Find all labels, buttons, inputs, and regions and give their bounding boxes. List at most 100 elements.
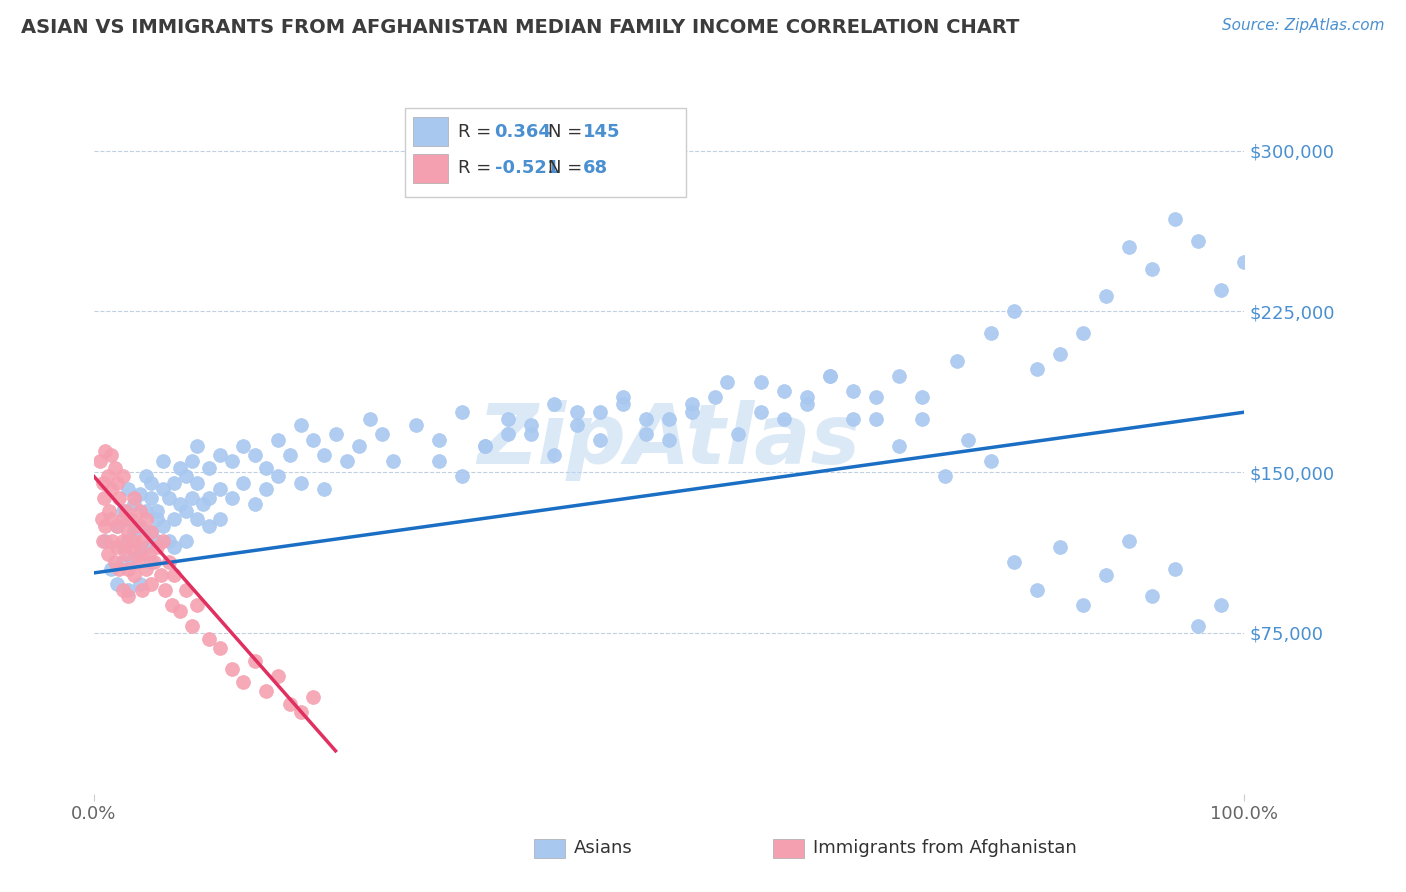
- Text: Source: ZipAtlas.com: Source: ZipAtlas.com: [1222, 18, 1385, 33]
- Point: [267, 669, 290, 683]
- Point: [111, 540, 134, 554]
- Point: [290, 705, 312, 719]
- Point: [818, 368, 841, 383]
- Point: [129, 547, 152, 561]
- Point: [198, 518, 221, 533]
- Point: [105, 475, 128, 490]
- Point: [681, 396, 703, 410]
- Point: [565, 405, 588, 419]
- Point: [111, 582, 134, 597]
- Point: [636, 411, 658, 425]
- Point: [180, 491, 202, 505]
- Point: [180, 454, 202, 468]
- Point: [100, 561, 122, 575]
- Point: [129, 504, 152, 518]
- Point: [749, 375, 772, 389]
- Point: [89, 454, 111, 468]
- Point: [135, 504, 157, 518]
- Point: [934, 469, 956, 483]
- Point: [115, 547, 138, 561]
- Point: [146, 540, 169, 554]
- Point: [105, 518, 128, 533]
- Point: [256, 461, 278, 475]
- Point: [193, 497, 215, 511]
- Point: [232, 475, 254, 490]
- Text: Immigrants from Afghanistan: Immigrants from Afghanistan: [813, 838, 1077, 856]
- Point: [427, 433, 450, 447]
- Point: [1211, 598, 1233, 612]
- Point: [658, 411, 681, 425]
- Point: [889, 440, 911, 454]
- Point: [141, 475, 163, 490]
- Point: [716, 375, 738, 389]
- Point: [520, 426, 543, 441]
- Point: [160, 598, 183, 612]
- Point: [117, 582, 139, 597]
- Point: [122, 550, 145, 565]
- Point: [91, 533, 114, 548]
- Point: [1002, 304, 1025, 318]
- Point: [146, 504, 169, 518]
- Point: [727, 426, 749, 441]
- Point: [138, 547, 160, 561]
- Point: [405, 417, 427, 432]
- Point: [1002, 555, 1025, 569]
- Point: [141, 525, 163, 540]
- Point: [111, 512, 134, 526]
- Point: [842, 411, 865, 425]
- Point: [152, 454, 174, 468]
- Point: [115, 504, 138, 518]
- Point: [186, 598, 208, 612]
- Point: [122, 533, 145, 548]
- Point: [1187, 619, 1209, 633]
- Point: [122, 568, 145, 582]
- Point: [111, 533, 134, 548]
- Point: [243, 497, 266, 511]
- Point: [111, 504, 134, 518]
- Point: [97, 469, 120, 483]
- Point: [209, 448, 232, 462]
- Point: [312, 483, 335, 497]
- Point: [796, 396, 818, 410]
- Point: [186, 440, 208, 454]
- Point: [1233, 255, 1256, 269]
- Point: [301, 690, 323, 705]
- Point: [198, 491, 221, 505]
- Point: [658, 433, 681, 447]
- Point: [111, 555, 134, 569]
- Point: [105, 518, 128, 533]
- Point: [980, 326, 1002, 340]
- Point: [122, 491, 145, 505]
- Point: [325, 426, 347, 441]
- Point: [301, 433, 323, 447]
- Point: [243, 654, 266, 668]
- Point: [100, 483, 122, 497]
- Point: [101, 533, 124, 548]
- Text: N =: N =: [548, 123, 588, 141]
- Point: [474, 440, 496, 454]
- Point: [543, 448, 565, 462]
- Point: [312, 448, 335, 462]
- Point: [198, 632, 221, 647]
- Point: [104, 555, 127, 569]
- Point: [131, 533, 153, 548]
- Point: [186, 475, 208, 490]
- Text: N =: N =: [548, 160, 588, 178]
- Point: [796, 390, 818, 404]
- Point: [93, 491, 115, 505]
- Point: [543, 396, 565, 410]
- Point: [496, 426, 519, 441]
- Text: Asians: Asians: [574, 838, 633, 856]
- Point: [1164, 561, 1187, 575]
- Point: [749, 405, 772, 419]
- Point: [108, 561, 131, 575]
- Point: [94, 518, 117, 533]
- Point: [105, 540, 128, 554]
- Point: [163, 475, 186, 490]
- Point: [131, 582, 153, 597]
- Point: [135, 469, 157, 483]
- Point: [1211, 283, 1233, 297]
- Point: [773, 384, 796, 398]
- Point: [91, 475, 114, 490]
- Point: [174, 469, 197, 483]
